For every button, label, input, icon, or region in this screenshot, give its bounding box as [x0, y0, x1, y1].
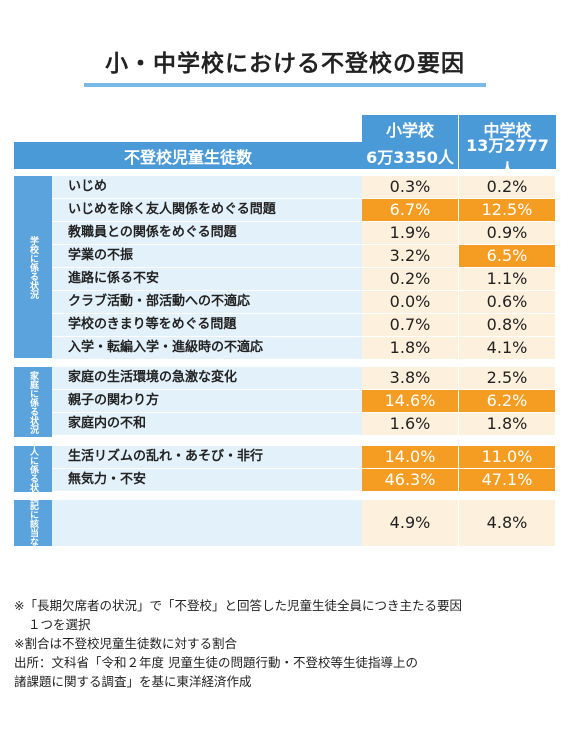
reason-label: 学校のきまり等をめぐる問題 [52, 314, 362, 336]
elementary-value: 14.6% [362, 390, 458, 412]
reason-label: いじめ [52, 176, 362, 198]
title-underline [84, 83, 486, 87]
table-row: 学校のきまり等をめぐる問題 0.7% 0.8% [52, 314, 556, 336]
footnotes: ※「長期欠席者の状況」で「不登校」と回答した児童生徒全員につき主たる要因 １つを… [14, 596, 559, 691]
elementary-value: 6.7% [362, 199, 458, 221]
junior-high-value: 0.8% [459, 314, 555, 336]
reason-label: いじめを除く友人関係をめぐる問題 [52, 199, 362, 221]
note-line: 諸課題に関する調査」を基に東洋経済作成 [14, 674, 252, 689]
page-title: 小・中学校における不登校の要因 [105, 51, 465, 77]
col2-count: 13万2777人 [459, 136, 556, 179]
junior-high-value: 0.9% [459, 222, 555, 244]
count-row-label: 不登校児童生徒数 [14, 142, 362, 169]
junior-high-value: 1.1% [459, 268, 555, 290]
table-row: 家庭内の不和 1.6% 1.8% [52, 413, 556, 435]
reason-label: 家庭の生活環境の急激な変化 [52, 367, 362, 389]
elementary-value: 14.0% [362, 446, 458, 468]
reason-label: 無気力・不安 [52, 469, 362, 491]
table-row: 家庭の生活環境の急激な変化 3.8% 2.5% [52, 367, 556, 389]
table-row: 4.9% 4.8% [52, 500, 556, 546]
category-none: 上記に該当なし [14, 492, 52, 555]
junior-high-value: 0.2% [459, 176, 555, 198]
elementary-value: 0.7% [362, 314, 458, 336]
col1-count: 6万3350人 [362, 142, 458, 169]
reason-label: 家庭内の不和 [52, 413, 362, 435]
junior-high-value: 0.6% [459, 291, 555, 313]
table-row: 学業の不振 3.2% 6.5% [52, 245, 556, 267]
reason-label: クラブ活動・部活動への不適応 [52, 291, 362, 313]
elementary-value: 3.2% [362, 245, 458, 267]
reason-label: 学業の不振 [52, 245, 362, 267]
reason-label: 親子の関わり方 [52, 390, 362, 412]
reason-label: 生活リズムの乱れ・あそび・非行 [52, 446, 362, 468]
junior-high-value: 6.2% [459, 390, 555, 412]
col1-header: 小学校 [362, 115, 458, 142]
table-row: 親子の関わり方 14.6% 6.2% [52, 390, 556, 412]
junior-high-value: 11.0% [459, 446, 555, 468]
table-row: 無気力・不安 46.3% 47.1% [52, 469, 556, 491]
elementary-value: 1.6% [362, 413, 458, 435]
junior-high-value: 1.8% [459, 413, 555, 435]
junior-high-value: 2.5% [459, 367, 555, 389]
reason-label: 教職員との関係をめぐる問題 [52, 222, 362, 244]
elementary-value: 3.8% [362, 367, 458, 389]
table-row: 生活リズムの乱れ・あそび・非行 14.0% 11.0% [52, 446, 556, 468]
junior-high-value: 12.5% [459, 199, 555, 221]
elementary-value: 4.9% [362, 500, 458, 546]
table-row: 教職員との関係をめぐる問題 1.9% 0.9% [52, 222, 556, 244]
reason-label: 進路に係る不安 [52, 268, 362, 290]
table-row: いじめを除く友人関係をめぐる問題 6.7% 12.5% [52, 199, 556, 221]
junior-high-value: 4.1% [459, 337, 555, 359]
col2-header: 中学校 [459, 115, 556, 142]
note-line: ※「長期欠席者の状況」で「不登校」と回答した児童生徒全員につき主たる要因 [14, 598, 462, 613]
category-family: 家庭に係る状況 [14, 367, 52, 437]
elementary-value: 1.9% [362, 222, 458, 244]
category-school: 学校に係る状況 [14, 176, 52, 358]
category-self: 本人に係る状況 [14, 438, 52, 501]
table-row: いじめ 0.3% 0.2% [52, 176, 556, 198]
table-row: 入学・転編入学・進級時の不適応 1.8% 4.1% [52, 337, 556, 359]
note-line: １つを選択 [28, 617, 91, 632]
elementary-value: 0.2% [362, 268, 458, 290]
table-row: クラブ活動・部活動への不適応 0.0% 0.6% [52, 291, 556, 313]
reason-label: 入学・転編入学・進級時の不適応 [52, 337, 362, 359]
junior-high-value: 4.8% [459, 500, 555, 546]
note-line: 出所：文科省「令和２年度 児童生徒の問題行動・不登校等生徒指導上の [14, 655, 418, 670]
elementary-value: 46.3% [362, 469, 458, 491]
junior-high-value: 6.5% [459, 245, 555, 267]
elementary-value: 1.8% [362, 337, 458, 359]
elementary-value: 0.0% [362, 291, 458, 313]
table-row: 進路に係る不安 0.2% 1.1% [52, 268, 556, 290]
elementary-value: 0.3% [362, 176, 458, 198]
note-line: ※割合は不登校児童生徒数に対する割合 [14, 636, 237, 651]
junior-high-value: 47.1% [459, 469, 555, 491]
reason-label [52, 500, 362, 546]
